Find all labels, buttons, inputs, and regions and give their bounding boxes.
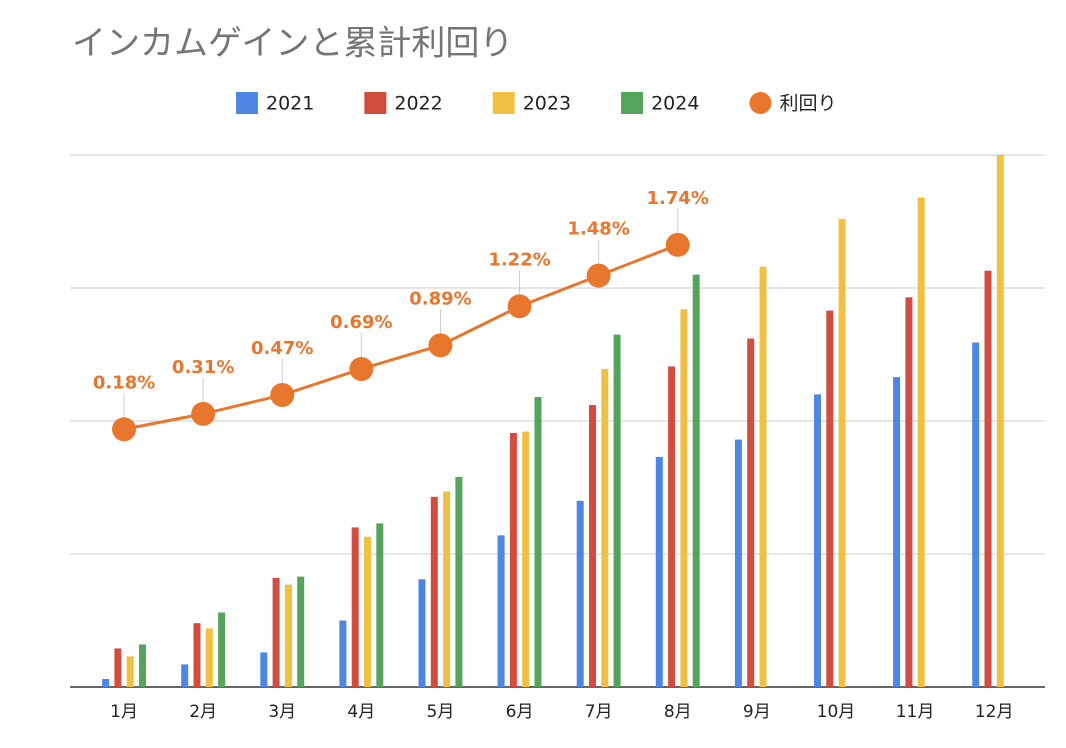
legend-swatch — [236, 92, 258, 114]
chart-title: インカムゲインと累計利回り — [72, 24, 513, 64]
bar — [339, 620, 347, 687]
line-point — [428, 333, 453, 358]
bar — [655, 456, 663, 687]
bar — [613, 334, 621, 687]
bar — [497, 535, 505, 687]
bar — [102, 679, 110, 687]
line-point — [349, 356, 374, 381]
data-label: 1.48% — [567, 219, 629, 240]
bar — [905, 297, 913, 687]
line-point — [112, 417, 137, 442]
legend: 2021 2022 2023 2024 利回り — [236, 92, 836, 115]
data-label: 0.31% — [172, 357, 234, 378]
bar — [218, 612, 226, 687]
bar — [838, 218, 846, 687]
legend-label: 2021 — [266, 93, 314, 115]
bar — [443, 491, 451, 687]
line-point — [586, 263, 611, 288]
bar — [692, 274, 700, 687]
x-tick-label: 5月 — [427, 702, 455, 722]
data-label: 0.18% — [93, 372, 155, 393]
bar — [984, 270, 992, 687]
data-label: 1.74% — [647, 188, 709, 209]
bar — [734, 439, 742, 687]
bar — [668, 366, 676, 687]
bar — [826, 310, 834, 687]
bar — [972, 342, 980, 687]
line — [123, 243, 679, 431]
x-tick-label: 7月 — [585, 702, 613, 722]
x-tick-label: 6月 — [506, 702, 534, 722]
bar — [509, 432, 517, 687]
bar — [272, 577, 280, 687]
bar — [589, 405, 596, 687]
x-tick-label: 1月 — [110, 702, 138, 722]
bar — [364, 536, 371, 687]
data-label: 1.22% — [488, 249, 550, 270]
bar — [996, 155, 1004, 687]
bar — [814, 394, 821, 687]
x-tick-label: 8月 — [664, 702, 692, 722]
legend-swatch — [364, 92, 387, 114]
legend-marker — [749, 92, 772, 114]
x-tick-label: 3月 — [268, 702, 296, 722]
legend-swatch — [621, 92, 644, 114]
bar — [193, 623, 201, 687]
bar — [917, 197, 925, 687]
bar — [893, 377, 901, 687]
line-point — [507, 294, 532, 319]
bar — [114, 648, 122, 687]
bar — [126, 656, 134, 687]
bar — [139, 644, 146, 687]
legend-label: 2024 — [651, 93, 699, 115]
bar — [181, 664, 189, 687]
data-label: 0.69% — [330, 312, 392, 333]
bar — [680, 309, 688, 687]
bar — [601, 369, 609, 687]
x-tick-label: 10月 — [817, 702, 856, 722]
bar — [747, 338, 755, 687]
line-point — [191, 401, 216, 426]
bar — [205, 628, 213, 687]
bar — [455, 476, 463, 687]
bar — [534, 397, 542, 687]
bar — [759, 266, 767, 687]
bar — [576, 500, 584, 687]
bar — [260, 652, 268, 687]
x-tick-label: 4月 — [347, 702, 375, 722]
x-tick-label: 2月 — [189, 702, 217, 722]
legend-label: 2023 — [523, 93, 571, 115]
x-tick-label: 11月 — [896, 702, 935, 722]
x-tick-label: 12月 — [975, 702, 1014, 722]
bar — [522, 431, 530, 687]
bar — [418, 579, 426, 687]
line-point — [665, 232, 690, 257]
bar — [284, 584, 292, 687]
bar — [297, 576, 305, 687]
line-point — [270, 382, 295, 407]
bar — [376, 523, 384, 687]
x-tick-label: 9月 — [743, 702, 771, 722]
legend-swatch — [492, 92, 515, 114]
legend-label: 2022 — [394, 93, 442, 115]
legend-label: 利回り — [779, 93, 836, 115]
bar — [351, 527, 359, 687]
bar — [430, 496, 438, 687]
data-label: 0.89% — [409, 288, 471, 309]
data-label: 0.47% — [251, 338, 313, 359]
